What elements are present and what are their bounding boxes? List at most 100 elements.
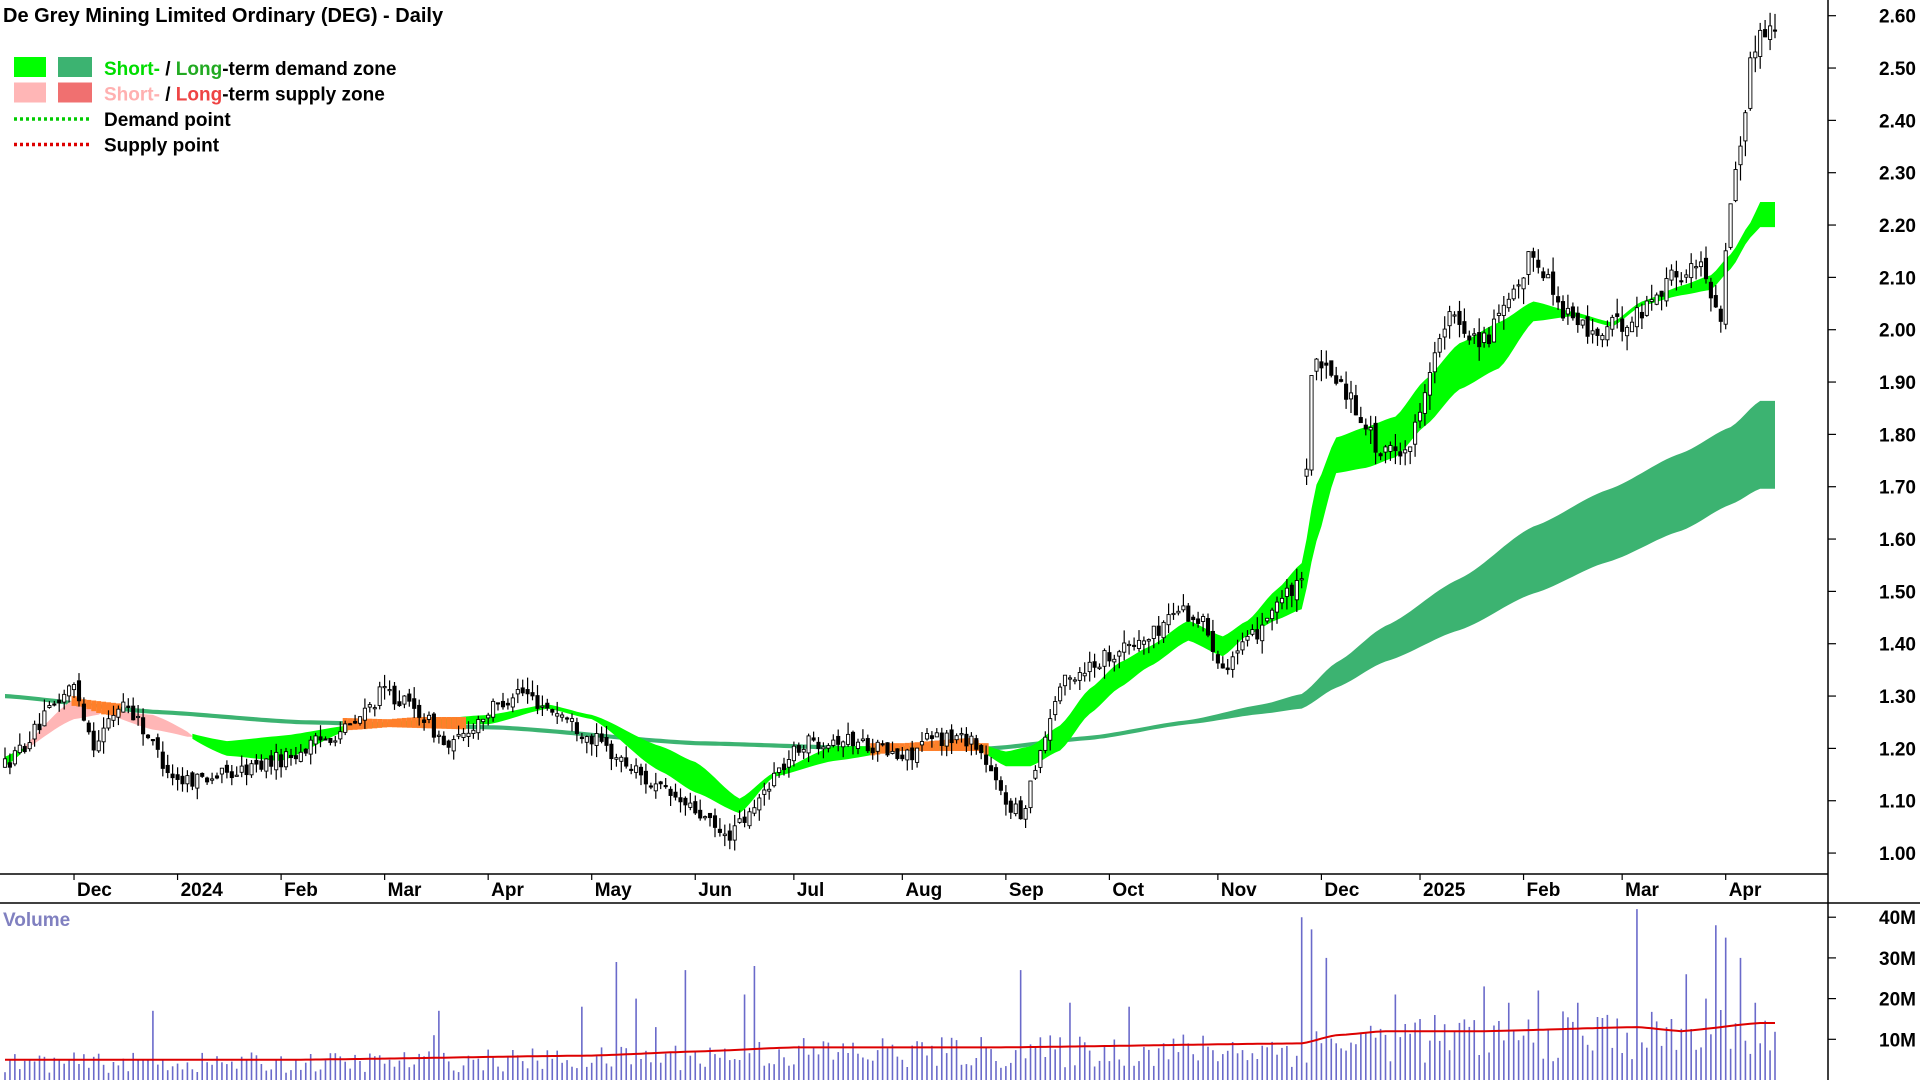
candle-body-39 <box>195 773 200 789</box>
candle-body-87 <box>431 713 436 738</box>
overlap-zone-mark-193 <box>954 738 960 752</box>
candle-body-270 <box>1334 375 1339 384</box>
candle-body-214 <box>1058 686 1063 702</box>
legend-entry-0-part-3: -term demand zone <box>222 59 396 80</box>
overlap-zone-mark-83 <box>411 717 417 728</box>
candle-body-293 <box>1447 311 1452 327</box>
candle-body-290 <box>1432 352 1437 373</box>
candle-body-140 <box>693 801 698 814</box>
candle-body-136 <box>673 791 678 798</box>
candle-body-167 <box>826 745 831 749</box>
overlap-zone-mark-92 <box>456 716 462 730</box>
candle-body-93 <box>461 732 466 738</box>
candle-body-70 <box>348 723 353 726</box>
legend-entry-1-part-0: Short- <box>104 85 160 106</box>
overlap-zone-mark-90 <box>446 716 452 729</box>
month-tick-label-10: Oct <box>1112 880 1144 901</box>
candle-body-166 <box>821 746 826 750</box>
candle-body-204 <box>1008 800 1013 813</box>
candle-body-54 <box>269 755 274 767</box>
candle-body-195 <box>964 733 969 747</box>
candle-body-244 <box>1205 618 1211 636</box>
candle-body-243 <box>1201 616 1206 622</box>
candle-body-206 <box>1018 800 1023 820</box>
candle-body-92 <box>456 733 461 737</box>
candle-body-216 <box>1067 677 1073 680</box>
candle-body-137 <box>678 797 683 803</box>
candle-body-105 <box>520 687 525 694</box>
candle-body-59 <box>293 755 298 760</box>
candle-body-114 <box>565 717 570 720</box>
candle-body-176 <box>870 747 875 754</box>
candle-body-330 <box>1629 321 1635 333</box>
candle-body-297 <box>1467 335 1472 341</box>
candle-body-257 <box>1270 609 1275 620</box>
candle-body-226 <box>1117 651 1122 657</box>
candle-body-188 <box>929 735 934 739</box>
price-tick-label-6: 1.60 <box>1879 530 1916 551</box>
price-tick-label-10: 2.00 <box>1879 321 1916 342</box>
overlap-zone-mark-181 <box>894 743 900 752</box>
candle-body-35 <box>175 774 180 780</box>
candle-body-258 <box>1274 601 1280 613</box>
volume-tick-label-1: 20M <box>1879 990 1916 1011</box>
candle-body-212 <box>1048 718 1053 741</box>
candle-body-62 <box>308 739 313 755</box>
candle-body-116 <box>574 722 579 734</box>
overlap-zone-mark-91 <box>451 716 457 730</box>
price-tick-label-12: 2.20 <box>1879 216 1916 237</box>
candle-body-106 <box>525 689 530 695</box>
candle-body-55 <box>274 751 279 771</box>
candle-body-307 <box>1516 284 1521 287</box>
candle-body-348 <box>1718 308 1723 322</box>
candle-body-350 <box>1728 203 1733 248</box>
overlap-zone-mark-185 <box>914 742 920 752</box>
candle-body-288 <box>1422 392 1427 414</box>
overlap-zone-mark-21 <box>106 702 112 715</box>
candle-body-120 <box>594 733 599 746</box>
candle-body-4 <box>22 746 27 753</box>
candle-body-192 <box>949 729 954 744</box>
candle-body-64 <box>318 736 323 741</box>
candle-body-58 <box>288 754 294 759</box>
candle-body-327 <box>1615 313 1620 317</box>
overlap-zone-mark-81 <box>401 717 407 728</box>
candle-body-309 <box>1526 251 1531 275</box>
candle-body-359 <box>1772 29 1778 32</box>
candle-body-34 <box>170 773 175 779</box>
candle-body-197 <box>974 738 979 750</box>
volume-label: Volume <box>3 910 70 931</box>
candle-body-67 <box>333 740 338 743</box>
candle-body-102 <box>505 702 510 706</box>
candle-body-246 <box>1215 654 1220 664</box>
month-tick-label-11: Nov <box>1221 880 1257 901</box>
legend-swatch-long-1 <box>58 82 92 103</box>
candle-body-53 <box>264 758 269 772</box>
overlap-zone-mark-89 <box>441 716 447 729</box>
candle-body-31 <box>155 737 160 750</box>
candle-body-14 <box>71 684 77 691</box>
price-tick-label-13: 2.30 <box>1879 164 1916 185</box>
candle-body-334 <box>1649 299 1654 302</box>
candle-body-77 <box>382 686 387 689</box>
candle-body-213 <box>1053 701 1058 716</box>
candle-body-153 <box>757 797 762 811</box>
candle-body-33 <box>165 764 170 774</box>
candle-body-230 <box>1136 639 1142 649</box>
overlap-zone-mark-78 <box>387 719 393 728</box>
month-tick-label-12: Dec <box>1324 880 1359 901</box>
candle-body-207 <box>1023 808 1028 820</box>
price-tick-label-14: 2.40 <box>1879 111 1916 132</box>
candle-body-130 <box>643 770 648 785</box>
overlap-zone-mark-79 <box>391 718 397 728</box>
candle-body-41 <box>205 777 210 783</box>
volume-tick-label-3: 40M <box>1879 908 1916 929</box>
candle-body-301 <box>1486 334 1492 345</box>
candle-body-78 <box>387 689 392 692</box>
candle-body-122 <box>604 737 609 746</box>
candle-body-47 <box>234 774 239 777</box>
candle-body-300 <box>1482 332 1487 343</box>
candle-body-21 <box>106 718 111 729</box>
month-tick-label-13: 2025 <box>1423 880 1466 901</box>
candle-body-10 <box>52 703 57 706</box>
